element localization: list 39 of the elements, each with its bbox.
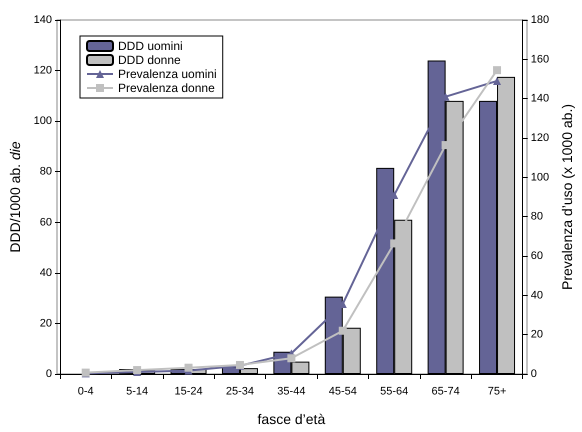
legend-label: DDD donne xyxy=(118,53,182,67)
y2-tick-label: 140 xyxy=(530,92,550,105)
x-tick-label: 55-64 xyxy=(380,386,408,398)
legend-label: Prevalenza uomini xyxy=(118,67,217,81)
legend-label: DDD uomini xyxy=(118,39,183,53)
y2-tick-label: 120 xyxy=(530,132,550,144)
x-tick-label: 75+ xyxy=(488,386,506,398)
x-tick-label: 65-74 xyxy=(432,386,460,398)
x-tick-label: 0-4 xyxy=(78,386,94,398)
x-tick-label: 35-44 xyxy=(277,386,306,398)
y2-tick-label: 60 xyxy=(530,250,543,262)
y2-tick-label: 160 xyxy=(530,53,550,66)
x-tick-label: 45-54 xyxy=(328,386,357,398)
y-tick-label: 40 xyxy=(40,266,52,279)
x-axis-title: fasce d’età xyxy=(258,411,326,427)
y-tick-label: 0 xyxy=(46,368,52,380)
y-tick-label: 80 xyxy=(40,166,52,178)
y2-tick-label: 180 xyxy=(530,14,550,26)
y-tick-label: 120 xyxy=(34,64,52,77)
y2-axis-title: Prevalenza d’uso (x 1000 ab.) xyxy=(559,104,575,290)
x-tick-label: 5-14 xyxy=(126,386,148,398)
y-axis-title: DDD/1000 ab. die xyxy=(7,141,23,253)
x-tick-label: 15-24 xyxy=(174,386,203,398)
point xyxy=(493,76,502,85)
point xyxy=(493,66,502,74)
y2-tick-label: 0 xyxy=(530,368,537,380)
legend-label: Prevalenza donne xyxy=(118,81,216,95)
point xyxy=(287,354,296,362)
y-tick-label: 20 xyxy=(40,317,52,330)
y-tick-label: 60 xyxy=(40,216,52,228)
y-tick-label: 100 xyxy=(34,115,52,128)
y-tick-label: 140 xyxy=(34,14,52,26)
y2-tick-label: 100 xyxy=(530,171,550,184)
y2-tick-label: 40 xyxy=(530,289,543,302)
point xyxy=(184,364,193,372)
y2-tick-label: 80 xyxy=(530,210,543,223)
y2-tick-label: 20 xyxy=(530,328,543,341)
x-tick-label: 25-34 xyxy=(226,386,254,398)
point xyxy=(338,326,347,335)
